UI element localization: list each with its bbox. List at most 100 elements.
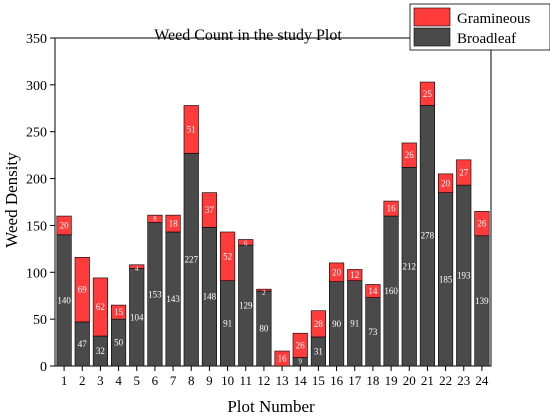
legend-swatch-broadleaf xyxy=(413,27,451,47)
x-tick-label: 12 xyxy=(257,373,270,388)
bar-value-label-broadleaf: 31 xyxy=(314,346,323,356)
x-tick-label: 22 xyxy=(439,373,452,388)
chart-title: Weed Count in the study Plot xyxy=(154,27,342,44)
y-tick-label: 300 xyxy=(26,79,47,94)
bar-value-label-broadleaf: 143 xyxy=(166,294,180,304)
y-tick-label: 0 xyxy=(40,360,47,375)
x-tick-label: 5 xyxy=(134,373,141,388)
x-tick-label: 18 xyxy=(366,373,379,388)
bar-value-label-broadleaf: 140 xyxy=(57,295,71,305)
bar-value-label-broadleaf: 278 xyxy=(421,231,435,241)
bar-value-label-gramineous: 20 xyxy=(60,220,70,230)
bar-gramineous xyxy=(92,277,108,337)
bar-gramineous xyxy=(329,262,345,282)
bar-value-label-broadleaf: 47 xyxy=(78,339,88,349)
bar-gramineous xyxy=(220,231,236,282)
bar-value-label-broadleaf: 32 xyxy=(96,346,105,356)
legend-swatch-gramineous xyxy=(413,7,451,27)
x-tick-label: 7 xyxy=(170,373,177,388)
legend: Gramineous Broadleaf xyxy=(409,3,550,51)
bar-gramineous xyxy=(129,264,145,269)
bar-value-label-gramineous: 18 xyxy=(169,219,179,229)
x-tick-label: 1 xyxy=(61,373,68,388)
y-axis-label: Weed Density xyxy=(2,152,21,248)
bar-value-label-broadleaf: 80 xyxy=(259,324,269,334)
x-tick-label: 11 xyxy=(239,373,252,388)
bar-value-label-broadleaf: 148 xyxy=(203,292,217,302)
bar-value-label-gramineous: 15 xyxy=(114,307,124,317)
x-tick-label: 20 xyxy=(403,373,416,388)
bar-gramineous xyxy=(347,269,363,282)
x-tick-label: 16 xyxy=(330,373,344,388)
x-tick-label: 10 xyxy=(221,373,234,388)
y-tick-label: 350 xyxy=(26,32,47,47)
bar-value-label-gramineous: 16 xyxy=(387,204,397,214)
bar-value-label-broadleaf: 104 xyxy=(130,312,144,322)
bar-gramineous xyxy=(201,192,217,228)
bar-value-label-gramineous: 26 xyxy=(477,219,487,229)
bar-value-label-broadleaf: 90 xyxy=(332,319,342,329)
legend-label-gramineous: Gramineous xyxy=(457,11,530,27)
bar-value-label-gramineous: 25 xyxy=(423,89,433,99)
bar-value-label-broadleaf: 227 xyxy=(185,255,199,265)
bar-value-label-gramineous: 16 xyxy=(278,354,288,364)
bar-gramineous xyxy=(365,284,381,298)
bar-value-label-gramineous: 26 xyxy=(405,150,415,160)
bar-labels: 1402047693262501510441538143182275114837… xyxy=(57,89,489,366)
y-tick-label: 50 xyxy=(33,313,47,328)
bar-gramineous xyxy=(383,200,399,217)
bar-gramineous xyxy=(474,211,490,237)
x-tick-label: 14 xyxy=(294,373,308,388)
x-tick-label: 9 xyxy=(206,373,213,388)
bar-value-label-broadleaf: 91 xyxy=(350,318,359,328)
bar-value-label-gramineous: 8 xyxy=(153,215,157,223)
bar-value-label-broadleaf: 50 xyxy=(114,338,124,348)
bar-gramineous xyxy=(456,159,472,186)
bar-value-label-gramineous: 4 xyxy=(135,265,139,273)
bar-value-label-broadleaf: 91 xyxy=(223,318,232,328)
bar-value-label-gramineous: 12 xyxy=(350,270,359,280)
x-tick-label: 8 xyxy=(188,373,195,388)
bar-value-label-gramineous: 14 xyxy=(368,286,378,296)
bar-gramineous xyxy=(238,239,254,246)
x-tick-label: 15 xyxy=(312,373,325,388)
y-tick-label: 100 xyxy=(26,266,47,281)
y-tick-label: 150 xyxy=(26,219,47,234)
x-tick-label: 23 xyxy=(457,373,470,388)
bar-value-label-gramineous: 20 xyxy=(332,267,342,277)
bar-value-label-broadleaf: 9 xyxy=(299,358,303,366)
bar-gramineous xyxy=(165,214,181,233)
x-tick-label: 19 xyxy=(385,373,398,388)
bar-value-label-gramineous: 26 xyxy=(296,340,306,350)
bar-value-label-gramineous: 69 xyxy=(78,285,88,295)
bar-gramineous xyxy=(401,142,417,168)
x-tick-label: 13 xyxy=(276,373,289,388)
bars xyxy=(56,81,490,367)
bar-value-label-gramineous: 6 xyxy=(244,239,248,247)
legend-label-broadleaf: Broadleaf xyxy=(457,31,516,47)
bar-value-label-gramineous: 2 xyxy=(262,289,266,297)
bar-gramineous xyxy=(292,332,308,358)
bar-gramineous xyxy=(256,288,272,292)
x-tick-label: 3 xyxy=(97,373,104,388)
bar-value-label-gramineous: 20 xyxy=(441,178,451,188)
bar-gramineous xyxy=(56,215,72,236)
plot-frame xyxy=(54,37,492,367)
x-tick-label: 6 xyxy=(152,373,159,388)
x-tick-label: 24 xyxy=(475,373,489,388)
bar-value-label-gramineous: 37 xyxy=(205,205,215,215)
bar-value-label-broadleaf: 185 xyxy=(439,274,453,284)
bar-value-label-broadleaf: 139 xyxy=(475,296,489,306)
bar-value-label-broadleaf: 193 xyxy=(457,271,471,281)
bar-gramineous xyxy=(310,310,326,338)
bar-gramineous xyxy=(438,173,454,193)
bar-value-label-gramineous: 27 xyxy=(459,167,469,177)
x-tick-label: 21 xyxy=(421,373,434,388)
axes xyxy=(54,37,492,367)
bar-value-label-broadleaf: 160 xyxy=(384,286,398,296)
x-tick-label: 2 xyxy=(79,373,86,388)
bar-value-label-broadleaf: 212 xyxy=(403,262,417,272)
x-tick-label: 4 xyxy=(115,373,122,388)
